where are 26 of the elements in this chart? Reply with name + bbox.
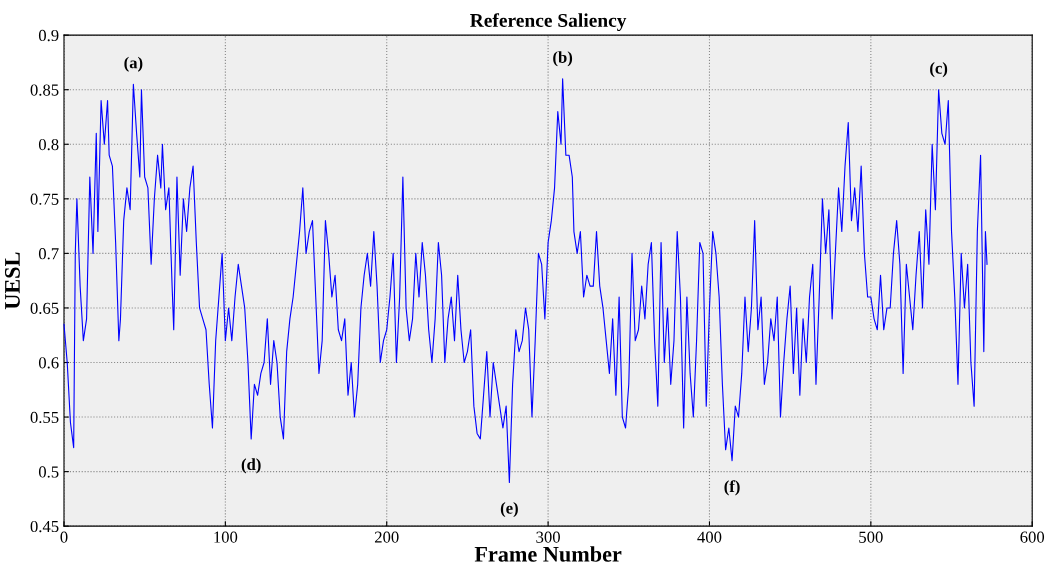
y-tick-label: 0.7 bbox=[38, 248, 59, 260]
y-tick-label: 0.9 bbox=[38, 29, 59, 42]
x-tick-label: 0 bbox=[60, 531, 68, 543]
annotation: (e) bbox=[500, 501, 518, 518]
y-tick-label: 0.55 bbox=[30, 411, 59, 424]
annotation: (c) bbox=[930, 62, 948, 78]
y-tick-label: 0.6 bbox=[38, 357, 59, 369]
annotation: (a) bbox=[124, 56, 143, 72]
x-tick-label: 500 bbox=[859, 531, 883, 543]
x-axis-title: Frame Number bbox=[474, 546, 622, 562]
y-tick-label: 0.65 bbox=[30, 302, 59, 314]
annotation: (d) bbox=[241, 458, 261, 474]
y-tick-label: 0.85 bbox=[30, 84, 59, 96]
y-tick-label: 0.8 bbox=[38, 138, 59, 151]
y-tick-label: 0.45 bbox=[30, 520, 59, 533]
chart-title: Reference Saliency bbox=[470, 13, 627, 32]
annotation: (f) bbox=[724, 480, 740, 496]
annotation: (b) bbox=[553, 51, 573, 67]
y-tick-label: 0.75 bbox=[30, 193, 59, 205]
x-tick-label: 100 bbox=[214, 531, 238, 543]
x-tick-label: 300 bbox=[536, 531, 560, 543]
x-tick-label: 600 bbox=[1020, 531, 1045, 543]
x-tick-label: 400 bbox=[697, 531, 722, 543]
y-axis-title: UESL bbox=[4, 252, 20, 310]
y-tick-label: 0.5 bbox=[38, 466, 59, 478]
x-tick-label: 200 bbox=[374, 531, 399, 543]
